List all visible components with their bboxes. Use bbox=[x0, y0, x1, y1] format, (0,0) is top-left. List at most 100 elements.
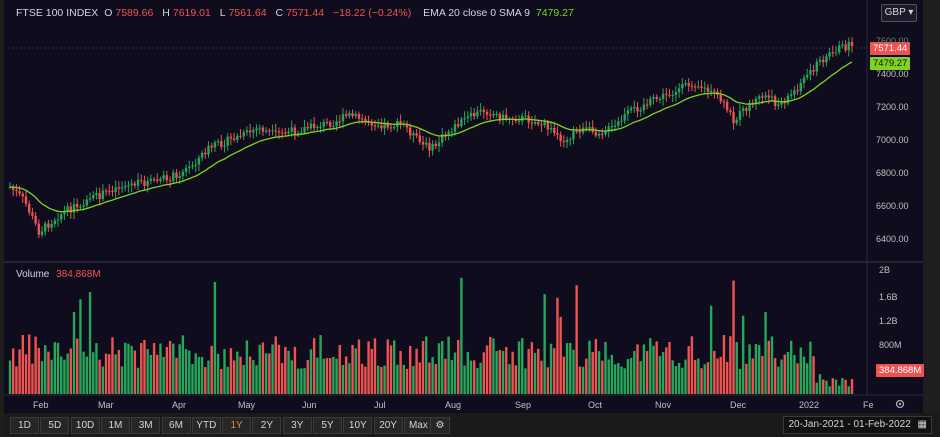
candle-body bbox=[319, 126, 322, 128]
volume-bar bbox=[565, 343, 569, 394]
candle-body bbox=[351, 113, 354, 117]
volume-bar bbox=[674, 366, 678, 394]
range-button-5d[interactable]: 5D bbox=[40, 417, 70, 434]
candle-body bbox=[767, 95, 770, 98]
volume-bar bbox=[501, 350, 505, 394]
volume-bar bbox=[642, 344, 646, 394]
range-button-1m[interactable]: 1M bbox=[100, 417, 130, 434]
candle-body bbox=[684, 83, 687, 85]
symbol-name[interactable]: FTSE 100 INDEX bbox=[16, 7, 99, 19]
candle-body bbox=[761, 96, 764, 98]
volume-bar bbox=[332, 356, 335, 394]
chart-settings-icon[interactable] bbox=[894, 398, 906, 410]
volume-bar bbox=[197, 356, 201, 394]
candle-body bbox=[517, 120, 521, 122]
candle-body bbox=[735, 119, 738, 124]
volume-label[interactable]: Volume bbox=[16, 269, 50, 280]
volume-bar bbox=[812, 356, 815, 394]
volume-bar bbox=[248, 356, 252, 394]
close-value: 7571.44 bbox=[286, 7, 325, 19]
volume-bar bbox=[629, 358, 633, 394]
volume-bar bbox=[143, 339, 146, 394]
range-button-10y[interactable]: 10Y bbox=[343, 417, 373, 434]
date-range-picker[interactable]: 20-Jan-2021 - 01-Feb-2022 ▦ bbox=[783, 416, 932, 434]
volume-bar bbox=[111, 337, 114, 394]
candle-body bbox=[501, 114, 505, 121]
range-button-10d[interactable]: 10D bbox=[70, 417, 100, 434]
candle-body bbox=[165, 175, 169, 181]
range-button-3m[interactable]: 3M bbox=[131, 417, 161, 434]
volume-bar bbox=[306, 360, 309, 394]
volume-bar bbox=[457, 339, 460, 394]
volume-bar bbox=[789, 340, 793, 394]
candle-body bbox=[748, 102, 751, 111]
volume-bar bbox=[610, 354, 614, 394]
candle-body bbox=[841, 44, 844, 46]
candle-body bbox=[50, 223, 53, 228]
volume-bar bbox=[460, 277, 463, 394]
volume-bar bbox=[386, 339, 389, 394]
candle-body bbox=[793, 90, 796, 95]
candle-body bbox=[757, 96, 761, 99]
volume-bar bbox=[309, 349, 313, 394]
candle-body bbox=[117, 187, 121, 189]
volume-bar bbox=[21, 335, 25, 394]
volume-bar bbox=[764, 312, 767, 394]
candle-body bbox=[175, 172, 178, 178]
volume-bar bbox=[322, 358, 325, 394]
candle-body bbox=[837, 45, 841, 53]
high-value: 7619.01 bbox=[172, 7, 211, 19]
candle-body bbox=[274, 130, 277, 132]
volume-bar bbox=[732, 280, 735, 394]
volume-bar bbox=[428, 362, 431, 394]
volume-bar bbox=[693, 359, 697, 394]
candle-body bbox=[258, 127, 261, 129]
volume-bar bbox=[709, 305, 713, 394]
volume-bar bbox=[617, 363, 620, 394]
candle-body bbox=[492, 113, 495, 116]
range-button-1d[interactable]: 1D bbox=[10, 417, 39, 434]
range-button-20y[interactable]: 20Y bbox=[373, 417, 403, 434]
volume-bar bbox=[831, 378, 834, 394]
chart-panel[interactable]: FTSE 100 INDEX O 7589.66 H 7619.01 L 7561.6… bbox=[4, 0, 925, 413]
candle-body bbox=[764, 95, 767, 98]
candle-body bbox=[537, 121, 540, 125]
candle-body bbox=[47, 223, 50, 228]
range-button-1y[interactable]: 1Y bbox=[222, 417, 252, 434]
candle-body bbox=[120, 187, 124, 189]
range-button-max[interactable]: Max bbox=[403, 417, 433, 434]
volume-bar bbox=[12, 348, 15, 394]
volume-bar bbox=[716, 358, 719, 394]
currency-button[interactable]: GBP ▾ bbox=[881, 4, 917, 22]
volume-bar bbox=[130, 345, 133, 394]
volume-bar bbox=[444, 358, 447, 394]
range-button-5y[interactable]: 5Y bbox=[313, 417, 342, 434]
volume-bar bbox=[216, 353, 220, 394]
range-button-2y[interactable]: 2Y bbox=[252, 417, 282, 434]
candle-body bbox=[37, 223, 41, 235]
volume-bar bbox=[261, 342, 265, 394]
candle-body bbox=[18, 191, 21, 194]
candle-body bbox=[796, 90, 799, 92]
volume-bar bbox=[639, 361, 642, 394]
volume-bar bbox=[364, 366, 367, 394]
candle-body bbox=[479, 109, 482, 112]
volume-bar bbox=[354, 348, 357, 394]
candle-body bbox=[194, 164, 197, 166]
volume-bar bbox=[620, 366, 623, 394]
candle-body bbox=[652, 97, 655, 99]
ema-legend-label[interactable]: EMA 20 close 0 SMA 9 bbox=[423, 7, 530, 19]
volume-bar bbox=[581, 366, 585, 394]
volume-bar bbox=[40, 361, 44, 394]
candle-body bbox=[159, 178, 162, 181]
volume-bar bbox=[418, 362, 421, 394]
range-button-3y[interactable]: 3Y bbox=[282, 417, 312, 434]
volume-bar bbox=[517, 341, 521, 394]
candle-body bbox=[825, 56, 828, 63]
volume-bar bbox=[370, 348, 373, 394]
candle-body bbox=[168, 180, 172, 182]
candle-body bbox=[316, 127, 319, 129]
range-button-6m[interactable]: 6M bbox=[161, 417, 191, 434]
settings-gear-icon[interactable]: ⚙ bbox=[430, 417, 450, 434]
range-button-ytd[interactable]: YTD bbox=[191, 417, 221, 434]
